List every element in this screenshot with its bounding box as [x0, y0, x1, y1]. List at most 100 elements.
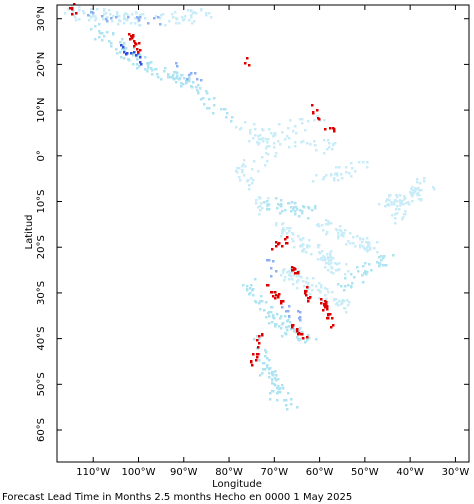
map-cell	[347, 240, 350, 243]
map-cell	[347, 284, 350, 287]
map-cell	[266, 200, 269, 203]
map-cell	[262, 140, 265, 143]
map-cell	[414, 187, 417, 190]
map-cell	[280, 300, 283, 303]
map-cell	[164, 67, 167, 70]
map-cell	[94, 19, 97, 22]
map-cell	[403, 198, 406, 201]
map-cell	[307, 334, 310, 337]
map-cell	[144, 68, 147, 71]
map-cell	[388, 204, 391, 207]
map-cell	[269, 398, 272, 401]
map-cell	[301, 331, 304, 334]
map-cell	[402, 203, 405, 206]
map-cell	[184, 15, 187, 18]
map-cell	[358, 161, 361, 164]
map-cell	[132, 34, 135, 37]
map-cell	[259, 300, 262, 303]
map-cell	[251, 182, 254, 185]
map-cell	[268, 372, 271, 375]
map-cell	[270, 275, 273, 278]
map-cell	[64, 12, 67, 15]
map-cell	[411, 195, 414, 198]
map-cell	[388, 199, 391, 202]
map-cell	[356, 266, 359, 269]
y-tick-label: 40°S	[36, 327, 47, 351]
map-cell	[391, 203, 394, 206]
map-cell	[300, 333, 303, 336]
map-cell	[320, 284, 323, 287]
map-cell	[281, 335, 284, 338]
map-cell	[150, 61, 153, 64]
map-cell	[325, 303, 328, 306]
map-cell	[299, 316, 302, 319]
map-cell	[276, 399, 279, 402]
map-cell	[288, 305, 291, 308]
map-cell	[87, 14, 90, 17]
map-cell	[324, 128, 327, 131]
map-cell	[294, 202, 297, 205]
map-cell	[175, 62, 178, 65]
map-cell	[258, 142, 261, 145]
map-cell	[299, 338, 302, 341]
map-cell	[110, 45, 113, 48]
map-cell	[203, 103, 206, 106]
map-cell	[296, 287, 299, 290]
map-cell	[378, 265, 381, 268]
map-cell	[335, 303, 338, 306]
map-cell	[264, 368, 267, 371]
map-cell	[320, 286, 323, 289]
map-cell	[275, 222, 278, 225]
map-cell	[164, 24, 167, 27]
map-cell	[396, 200, 399, 203]
map-cell	[71, 13, 74, 16]
map-cell	[327, 314, 330, 317]
map-cell	[262, 368, 265, 371]
map-cell	[326, 305, 329, 308]
map-cell	[282, 222, 285, 225]
map-cell	[257, 346, 260, 349]
map-cell	[255, 202, 258, 205]
map-cell	[326, 231, 329, 234]
map-cell	[414, 190, 417, 193]
map-cell	[412, 193, 415, 196]
map-cell	[265, 301, 268, 304]
map-cell	[196, 89, 199, 92]
map-cell	[67, 8, 70, 11]
map-cell	[244, 62, 247, 65]
map-cell	[327, 139, 330, 142]
map-cell	[301, 118, 304, 121]
map-cell	[248, 184, 251, 187]
map-cell	[176, 75, 179, 78]
map-cell	[238, 167, 241, 170]
map-cell	[121, 38, 124, 41]
map-cell	[393, 201, 396, 204]
map-cell	[286, 271, 289, 274]
map-cell	[108, 9, 111, 12]
caption: Forecast Lead Time in Months 2.5 months …	[2, 492, 352, 503]
map-cell	[296, 208, 299, 211]
map-cell	[282, 230, 285, 233]
map-cell	[136, 63, 139, 66]
map-cell	[308, 286, 311, 289]
map-cell	[324, 259, 327, 262]
map-cell	[276, 207, 279, 210]
map-cell	[277, 203, 280, 206]
map-cell	[324, 287, 327, 290]
map-cell	[251, 289, 254, 292]
map-cell	[119, 51, 122, 54]
map-cell	[98, 30, 101, 33]
map-cell	[142, 13, 145, 16]
map-cell	[350, 273, 353, 276]
x-tick-label: 40°W	[396, 467, 424, 478]
map-cell	[275, 241, 278, 244]
map-cell	[341, 177, 344, 180]
map-cell	[246, 288, 249, 291]
map-cell	[401, 200, 404, 203]
map-cell	[271, 321, 274, 324]
map-cell	[266, 160, 269, 163]
map-cell	[248, 64, 251, 67]
map-cell	[399, 194, 402, 197]
map-cell	[409, 191, 412, 194]
y-tick-label: 30°N	[36, 6, 47, 31]
